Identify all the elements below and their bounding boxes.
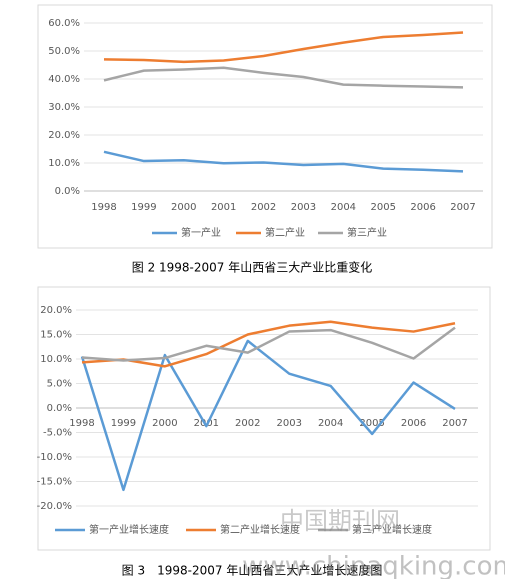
x-tick-label: 2006 bbox=[410, 202, 435, 213]
watermark: 中国期刊网 bbox=[280, 507, 400, 535]
data-line bbox=[81, 320, 456, 368]
x-tick-label: 2001 bbox=[211, 202, 236, 213]
watermark: www.chinaqking.com bbox=[242, 552, 505, 579]
x-tick-label: 2003 bbox=[276, 418, 301, 429]
legend-label: 第一产业 bbox=[181, 226, 221, 239]
data-line bbox=[103, 150, 464, 173]
y-tick-label: 0.0% bbox=[55, 186, 80, 197]
y-tick-label: 10.0% bbox=[48, 158, 80, 169]
y-tick-label: -20.0% bbox=[37, 501, 72, 512]
legend-label: 第三产业增长速度 bbox=[352, 523, 432, 536]
x-tick-label: 2004 bbox=[318, 418, 343, 429]
y-tick-label: 20.0% bbox=[40, 305, 72, 316]
data-line bbox=[103, 31, 464, 64]
x-tick-label: 1998 bbox=[69, 418, 94, 429]
x-tick-label: 1999 bbox=[131, 202, 156, 213]
legend-label: 第二产业 bbox=[265, 226, 305, 239]
x-tick-label: 2005 bbox=[370, 202, 395, 213]
y-tick-label: 60.0% bbox=[48, 18, 80, 29]
data-line bbox=[103, 66, 464, 89]
legend-label: 第三产业 bbox=[347, 226, 387, 239]
y-tick-label: 0.0% bbox=[47, 403, 72, 414]
charts: 0.0% 10.0% 20.0% 30.0% 40.0% 50.0% 60.0% 1998 19… bbox=[37, 18, 483, 578]
y-tick-label: 50.0% bbox=[48, 46, 80, 57]
x-tick-label: 2005 bbox=[359, 418, 384, 429]
x-tick-label: 2002 bbox=[251, 202, 276, 213]
y-tick-label: 5.0% bbox=[47, 379, 72, 390]
y-tick-label: 30.0% bbox=[48, 102, 80, 113]
legend-label: 第二产业增长速度 bbox=[220, 523, 300, 536]
caption: 图 3 1998-2007 年山西省三大产业增长速度图 bbox=[122, 563, 383, 578]
y-tick-label: -10.0% bbox=[37, 452, 72, 463]
y-tick-label: 15.0% bbox=[40, 330, 72, 341]
x-tick-label: 2003 bbox=[291, 202, 316, 213]
x-tick-label: 2002 bbox=[235, 418, 260, 429]
x-tick-label: 2006 bbox=[401, 418, 426, 429]
y-tick-label: 20.0% bbox=[48, 130, 80, 141]
x-tick-label: 2004 bbox=[331, 202, 356, 213]
x-tick-label: 2007 bbox=[442, 418, 467, 429]
data-line bbox=[80, 339, 456, 492]
x-tick-label: 1999 bbox=[111, 418, 136, 429]
y-tick-label: -15.0% bbox=[37, 477, 72, 488]
x-tick-label: 2000 bbox=[171, 202, 196, 213]
y-tick-label: 40.0% bbox=[48, 74, 80, 85]
y-tick-label: 10.0% bbox=[40, 354, 72, 365]
legend-label: 第一产业增长速度 bbox=[89, 523, 169, 536]
x-tick-label: 2007 bbox=[450, 202, 475, 213]
caption: 图 2 1998-2007 年山西省三大产业比重变化 bbox=[132, 260, 373, 275]
chart-frame bbox=[37, 4, 493, 249]
x-tick-label: 2000 bbox=[152, 418, 177, 429]
data-line bbox=[81, 326, 456, 362]
x-tick-label: 1998 bbox=[91, 202, 116, 213]
y-tick-label: -5.0% bbox=[43, 428, 72, 439]
